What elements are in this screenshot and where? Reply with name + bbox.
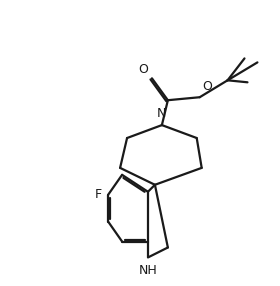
Text: NH: NH xyxy=(139,264,157,277)
Text: F: F xyxy=(95,188,102,201)
Text: O: O xyxy=(139,63,149,76)
Text: N: N xyxy=(157,107,167,120)
Text: O: O xyxy=(202,80,212,93)
